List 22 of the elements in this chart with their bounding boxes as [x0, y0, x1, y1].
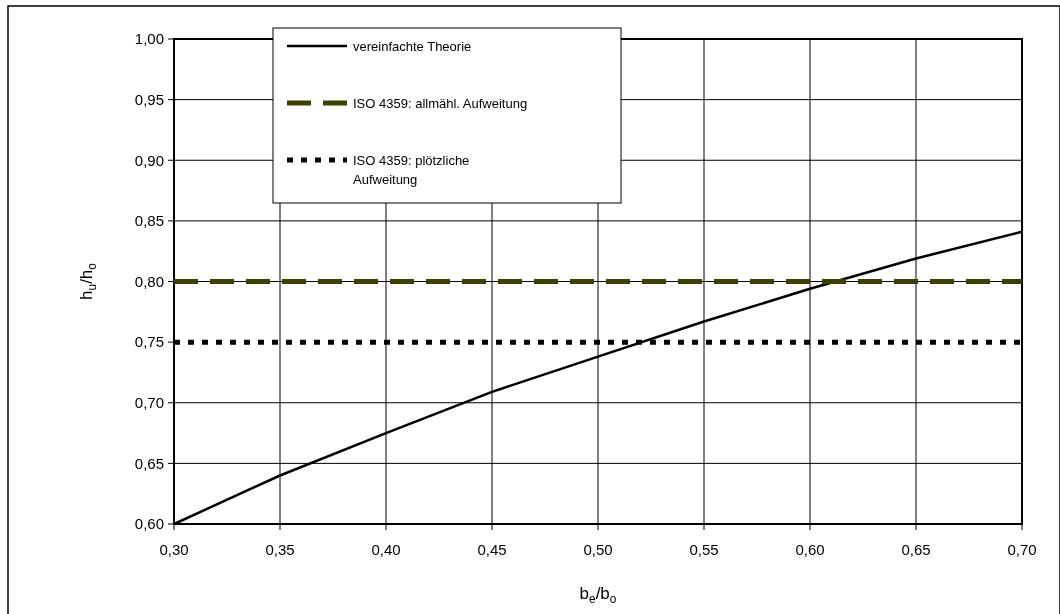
x-tick-label: 0,55: [689, 541, 719, 558]
x-axis-title: b$_{e}$/b$_{o}$: [579, 584, 617, 606]
x-tick-label: 0,60: [795, 541, 825, 558]
y-tick-label: 0,95: [134, 90, 164, 108]
x-tick-label: 0,40: [371, 541, 401, 558]
x-tick-label: 0,65: [901, 541, 931, 558]
x-tick-label: 0,70: [1007, 541, 1037, 558]
y-tick-label: 0,75: [134, 333, 164, 351]
x-tick-label: 0,35: [265, 541, 295, 558]
x-tick-label: 0,50: [583, 541, 613, 558]
y-tick-label: 0,70: [134, 394, 164, 411]
y-tick-label: 0,60: [134, 515, 164, 533]
y-tick-label: 0,65: [134, 454, 164, 472]
legend-label: ISO 4359: allmähl. Aufweitung: [353, 95, 528, 111]
y-tick-label: 0,85: [134, 212, 164, 230]
x-tick-label: 0,30: [159, 541, 189, 558]
y-tick-label: 0,80: [134, 272, 164, 290]
legend-label: ISO 4359: plötzliche Aufweitung: [353, 152, 470, 188]
x-tick-label: 0,45: [477, 541, 507, 558]
y-tick-label: 1,00: [134, 30, 164, 48]
y-tick-label: 0,90: [134, 151, 164, 169]
legend-label: vereinfachte Theorie: [353, 38, 472, 54]
